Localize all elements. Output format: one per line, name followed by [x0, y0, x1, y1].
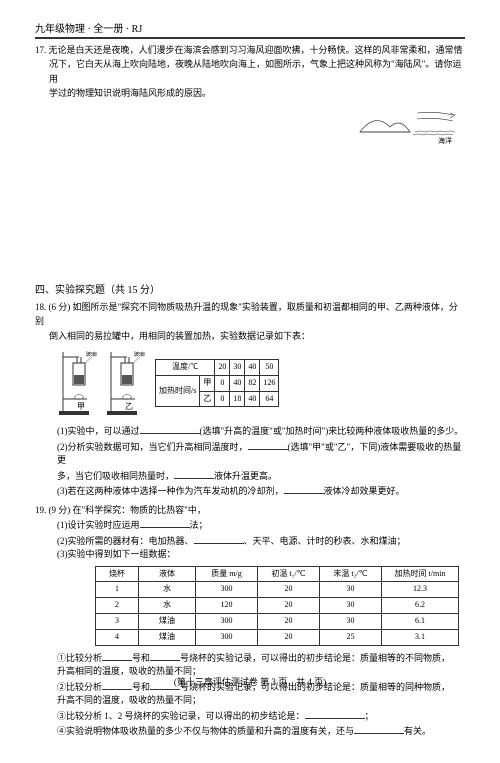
sea-breeze-figure: 海洋	[355, 97, 465, 151]
q19-c3: ③比较分析 1、2 号烧杯的实验记录，可以得出的初步结论是：；	[35, 708, 465, 724]
q18s3b: 液体冷却效果更好。	[324, 486, 405, 496]
blank	[102, 650, 132, 661]
q18-line2: 倒入相同的易拉罐中，用相同的装置加热，实验数据记录如下表：	[35, 329, 465, 343]
q17-line2: 况下，它白天从海上吹向陆地，夜晚从陆地吹向海上，如图所示，气象上把这种风称为"海…	[35, 57, 465, 86]
q18s2a: (2)分析实验数据可知，当它们升高相同温度时，	[57, 442, 248, 452]
q19-num: 19.	[35, 505, 46, 515]
th-temp: 温度/℃	[156, 359, 215, 375]
q19-sub3: (3)实验中得到如下一组数据：	[35, 548, 465, 562]
page-footer: (第十三章评估测试卷 第 3 页，共 4 页)	[0, 675, 500, 688]
a3: 126	[260, 375, 279, 391]
a0: 0	[215, 375, 230, 391]
c1a: ①比较分析	[57, 653, 102, 663]
page-container: 九年级物理 · 全一册 · RJ 17. 无论是白天还是夜晚，人们漫步在海滨会感…	[0, 0, 500, 763]
blank	[354, 723, 404, 734]
q18-line1: 如图所示是"探究不同物质吸热升温的现象"实验装置，取质量和初温都相同的甲、乙两种…	[35, 302, 458, 326]
q18-data-table: 温度/℃ 20 30 40 50 加热时间/s 甲 0 40 82 126 乙 …	[155, 359, 279, 407]
svg-text:玻璃棒: 玻璃棒	[134, 351, 145, 358]
a2: 82	[245, 375, 260, 391]
c1b: 号和	[132, 653, 150, 663]
q19s1b: 法；	[190, 520, 208, 530]
q18-sub3: (3)若在这两种液体中选择一种作为汽车发动机的冷却剂， 液体冷却效果更好。	[35, 483, 465, 499]
q19s2b: 、天平、电源、计时的秒表、水和煤油；	[244, 536, 406, 546]
question-19: 19. (9 分) 在"科学探究：物质的比热容"中， (1)设计实验时应运用 法；…	[35, 503, 465, 739]
q19-c4: ④实验说明物体吸收热量的多少不仅与物体的质量和升高的温度有关，还与 有关。	[35, 723, 465, 739]
table-row: 3煤油30020306.1	[96, 613, 459, 629]
q19-sub1: (1)设计实验时应运用 法；	[35, 517, 465, 533]
table-row: 1水300203012.3	[96, 582, 459, 598]
h4: 初温 t₁/℃	[258, 566, 320, 582]
th-time: 加热时间/s	[156, 375, 200, 407]
blank	[284, 483, 324, 494]
t2: 40	[245, 359, 260, 375]
blank	[140, 423, 200, 434]
b0: 0	[215, 391, 230, 407]
section-4-title: 四、实验探究题（共 15 分）	[35, 281, 465, 296]
q19-sub2: (2)实验所需的器材有：电加热器、 、天平、电源、计时的秒表、水和煤油；	[35, 533, 465, 549]
h6: 加热时间 t/min	[382, 566, 459, 582]
blank	[140, 517, 190, 528]
apparatus-a-icon: 玻璃棒 甲	[57, 347, 97, 419]
table-row: 4煤油30020253.1	[96, 629, 459, 645]
page-header: 九年级物理 · 全一册 · RJ	[35, 20, 465, 39]
b1: 18	[230, 391, 245, 407]
label-a: 甲	[77, 402, 85, 411]
q18s3a: (3)若在这两种液体中选择一种作为汽车发动机的冷却剂，	[57, 486, 284, 496]
t0: 20	[215, 359, 230, 375]
q18-sub2c: 多，当它们吸收相同热量时， 液体升温更高。	[35, 468, 465, 484]
apparatus-b-icon: 玻璃棒 乙	[105, 347, 145, 419]
q17-line1: 无论是白天还是夜晚，人们漫步在海滨会感到习习海风迎面吹拂，十分畅快。这样的风非常…	[49, 45, 463, 55]
a1: 40	[230, 375, 245, 391]
h2: 液体	[139, 566, 196, 582]
blank	[194, 533, 244, 544]
q18-num: 18.	[35, 302, 46, 312]
c4a: ④实验说明物体吸收热量的多少不仅与物体的质量和升高的温度有关，还与	[57, 726, 354, 736]
apparatus-pair: 玻璃棒 甲 玻璃棒 乙	[57, 347, 145, 419]
t1: 30	[230, 359, 245, 375]
c3: ③比较分析 1、2 号烧杯的实验记录，可以得出的初步结论是：	[57, 711, 305, 721]
c1c: 号烧杯的实验记录，可以得出的初步结论是：质量相等的不同物质，	[180, 653, 450, 663]
q19-pts: (9 分)	[49, 505, 71, 515]
table-row: 2水12020306.2	[96, 598, 459, 614]
q19-c2d: 升高不同的温度，吸收的热量不同；	[35, 694, 465, 708]
blank	[248, 439, 288, 450]
q18-sub1: (1)实验中，可以通过 (选填"升高的温度"或"加热时间")来比较两种液体吸收热量…	[35, 423, 465, 439]
q18-sub2: (2)分析实验数据可知，当它们升高相同温度时，(选填"甲"或"乙"，下同)液体需…	[35, 439, 465, 468]
q19-c1: ①比较分析 号和 号烧杯的实验记录，可以得出的初步结论是：质量相等的不同物质，	[35, 650, 465, 666]
h1: 烧杯	[96, 566, 139, 582]
q19-title: 在"科学探究：物质的比热容"中，	[73, 505, 206, 515]
question-17: 17. 无论是白天还是夜晚，人们漫步在海滨会感到习习海风迎面吹拂，十分畅快。这样…	[35, 43, 465, 151]
q17-num: 17.	[35, 45, 46, 55]
q18s1b: (选填"升高的温度"或"加热时间")来比较两种液体吸收热量的多少。	[200, 426, 464, 436]
question-18: 18. (6 分) 如图所示是"探究不同物质吸热升温的现象"实验装置，取质量和初…	[35, 300, 465, 499]
q18s2c: 多，当它们吸收相同热量时，	[57, 471, 174, 481]
q18s1a: (1)实验中，可以通过	[57, 426, 140, 436]
label-b: 乙	[125, 402, 133, 411]
row-a: 甲	[200, 375, 215, 391]
row-b: 乙	[200, 391, 215, 407]
c4b: 有关。	[404, 726, 431, 736]
h3: 质量 m/g	[196, 566, 258, 582]
b2: 40	[245, 391, 260, 407]
q18s2d: 液体升温更高。	[214, 471, 277, 481]
b3: 64	[260, 391, 279, 407]
blank	[174, 468, 214, 479]
q19s1a: (1)设计实验时应运用	[57, 520, 140, 530]
blank	[305, 708, 365, 719]
h5: 末温 t₂/℃	[320, 566, 382, 582]
ocean-label: 海洋	[438, 136, 452, 145]
blank	[150, 650, 180, 661]
q19-data-table: 烧杯 液体 质量 m/g 初温 t₁/℃ 末温 t₂/℃ 加热时间 t/min …	[95, 566, 459, 646]
q19s2a: (2)实验所需的器材有：电加热器、	[57, 536, 194, 546]
q18-pts: (6 分)	[49, 302, 71, 312]
q18-figure-row: 玻璃棒 甲 玻璃棒 乙	[57, 347, 465, 419]
svg-text:玻璃棒: 玻璃棒	[86, 351, 97, 358]
t3: 50	[260, 359, 279, 375]
